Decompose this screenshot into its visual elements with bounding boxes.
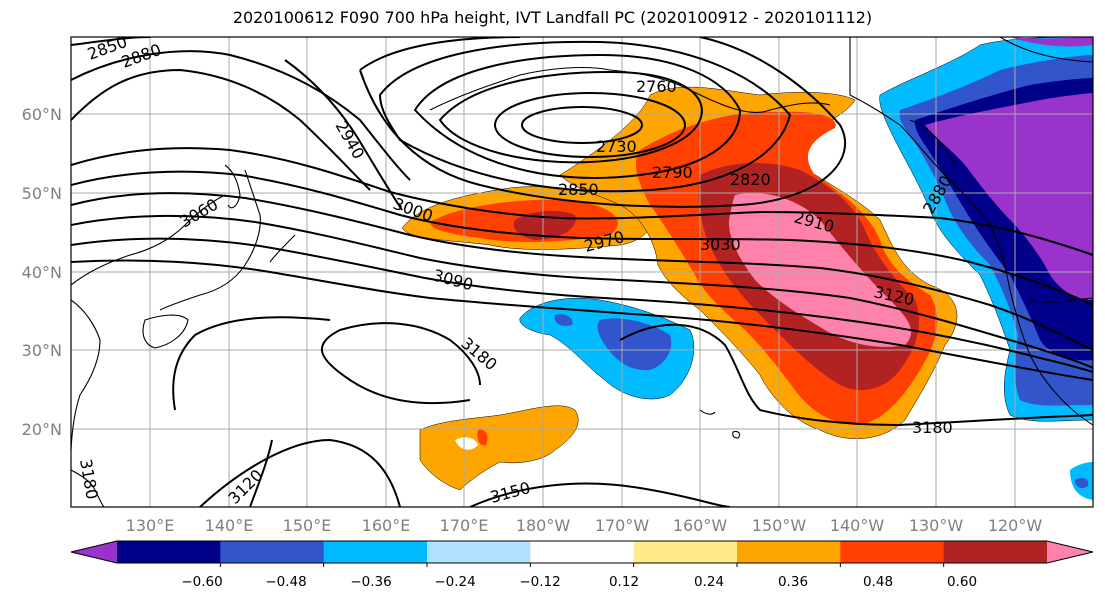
contour-label: 2790 xyxy=(652,163,693,182)
ivt-negative-region-subtropical xyxy=(519,297,695,400)
lon-label: 150°E xyxy=(283,516,332,535)
ivt-positive-region-south xyxy=(419,405,579,491)
contour-label: 2820 xyxy=(730,170,771,189)
map-frame xyxy=(70,36,1094,508)
contour-label: 3030 xyxy=(700,235,741,254)
lat-label: 20°N xyxy=(22,420,62,439)
lon-label: 170°E xyxy=(440,516,489,535)
height-contours xyxy=(71,37,1093,507)
colorbar-segment xyxy=(530,541,635,563)
lon-label: 160°W xyxy=(673,516,728,535)
lon-label: 160°E xyxy=(362,516,411,535)
colorbar-segment xyxy=(117,541,221,563)
map-gridlines xyxy=(71,37,1093,507)
colorbar: −0.60 −0.48 −0.36 −0.24 −0.12 0.12 0.24 … xyxy=(70,540,1094,590)
colorbar-tick-label: −0.24 xyxy=(434,574,475,590)
colorbar-segments xyxy=(70,540,1094,567)
colorbar-segment xyxy=(840,541,945,563)
colorbar-segment xyxy=(737,541,841,563)
colorbar-tick-labels: −0.60 −0.48 −0.36 −0.24 −0.12 0.12 0.24 … xyxy=(181,574,977,590)
colorbar-tick-label: 0.24 xyxy=(694,574,724,590)
colorbar-segment xyxy=(633,541,738,563)
lon-label: 130°W xyxy=(909,516,964,535)
colorbar-segment xyxy=(943,541,1048,563)
lat-label: 60°N xyxy=(22,105,62,124)
colorbar-tick-label: 0.60 xyxy=(947,574,977,590)
lat-label: 40°N xyxy=(22,263,62,282)
colorbar-tick-label: −0.48 xyxy=(265,574,306,590)
coastlines xyxy=(71,37,1093,507)
ivt-positive-region-east xyxy=(559,86,958,439)
colorbar-segment xyxy=(323,541,428,563)
lon-label: 140°E xyxy=(205,516,254,535)
lon-label: 130°E xyxy=(126,516,175,535)
colorbar-outline xyxy=(70,540,1094,564)
colorbar-tick-label: −0.12 xyxy=(519,574,560,590)
colorbar-tick-label: 0.12 xyxy=(609,574,639,590)
lon-label: 140°W xyxy=(830,516,885,535)
colorbar-tick-label: 0.36 xyxy=(778,574,808,590)
lon-label: 150°W xyxy=(752,516,807,535)
contour-label: 3180 xyxy=(912,418,953,437)
lat-label: 50°N xyxy=(22,184,62,203)
contour-label: 2850 xyxy=(558,180,599,199)
colorbar-extension-high xyxy=(1047,541,1093,563)
contour-label: 2760 xyxy=(636,77,677,96)
map-title: 2020100612 F090 700 hPa height, IVT Land… xyxy=(232,8,873,27)
colorbar-extension-low xyxy=(71,541,117,563)
colorbar-segment xyxy=(220,541,325,563)
colorbar-tick-label: 0.48 xyxy=(863,574,893,590)
colorbar-tick-label: −0.36 xyxy=(350,574,391,590)
contour-label: 2730 xyxy=(596,137,637,156)
colorbar-tick-label: −0.60 xyxy=(181,574,222,590)
longitude-labels: 130°E 140°E 150°E 160°E 170°E 180°W 170°… xyxy=(126,516,1043,535)
lat-label: 30°N xyxy=(22,341,62,360)
lon-label: 180°W xyxy=(516,516,571,535)
latitude-labels: 60°N 50°N 40°N 30°N 20°N xyxy=(22,105,62,439)
colorbar-segment xyxy=(427,541,531,563)
lon-label: 120°W xyxy=(988,516,1043,535)
lon-label: 170°W xyxy=(595,516,650,535)
